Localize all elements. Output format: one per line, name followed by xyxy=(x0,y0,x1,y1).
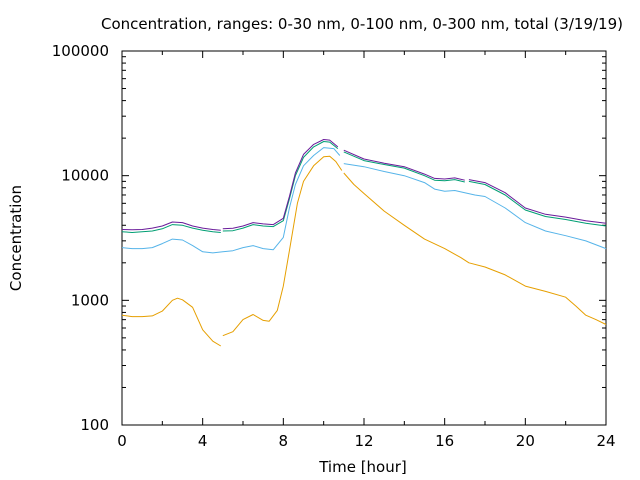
x-tick-label: 4 xyxy=(198,432,208,450)
y-axis-label: Concentration xyxy=(7,185,25,291)
y-tick-label: 10000 xyxy=(61,167,109,185)
plot-frame xyxy=(121,50,607,426)
axis-ticks: 0 4 8 12 16 20 24 100 1000 10000 100000 xyxy=(52,42,616,450)
x-axis-label: Time [hour] xyxy=(318,458,407,476)
x-tick-label: 8 xyxy=(279,432,289,450)
x-tick-label: 0 xyxy=(117,432,127,450)
series-line-1 xyxy=(121,155,607,347)
series-line-2 xyxy=(121,147,607,254)
x-tick-label: 20 xyxy=(516,432,535,450)
series-layer xyxy=(121,139,607,347)
plot-area xyxy=(121,50,607,426)
x-tick-label: 24 xyxy=(596,432,615,450)
x-tick-label: 16 xyxy=(435,432,454,450)
x-tick-label: 12 xyxy=(354,432,373,450)
y-tick-label: 1000 xyxy=(71,291,109,309)
chart-title: Concentration, ranges: 0-30 nm, 0-100 nm… xyxy=(101,15,623,33)
y-tick-label: 100000 xyxy=(52,42,109,60)
series-line-3 xyxy=(121,141,607,233)
y-tick-label: 100 xyxy=(80,416,109,434)
series-line-4 xyxy=(121,139,607,231)
